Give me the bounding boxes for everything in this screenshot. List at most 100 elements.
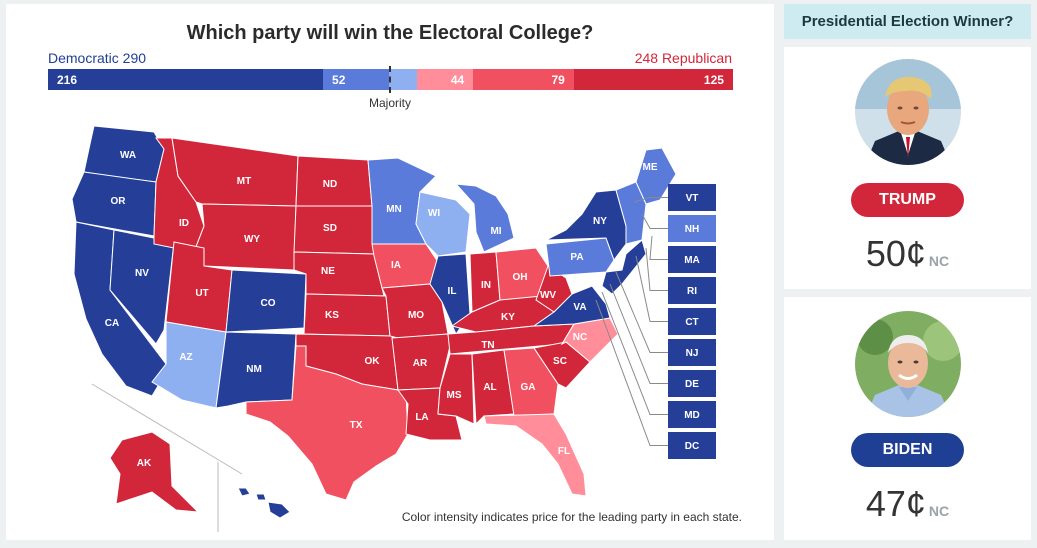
callout-leader-line [635,255,668,322]
state-me[interactable] [635,147,677,205]
label-ny: NY [593,216,607,227]
state-ia[interactable] [371,243,439,289]
state-wi[interactable] [415,191,471,257]
label-tx: TX [350,420,363,431]
ev-bar-segment: 125 [573,69,733,90]
label-va: VA [573,302,586,313]
callout-leader-line [633,197,668,203]
label-mi: MI [490,226,501,237]
ev-bar-segment: 52 [323,69,390,90]
label-il: IL [448,286,457,297]
label-wy: WY [244,234,260,245]
state-ar[interactable] [391,333,451,391]
map-title: Which party will win the Electoral Colle… [186,22,594,44]
state-dc-box[interactable] [668,432,716,459]
biden-button[interactable]: BIDEN [851,433,964,467]
label-mn: MN [386,204,402,215]
state-ne-small[interactable] [601,239,647,295]
label-vt: VT [686,193,699,204]
state-wv[interactable] [535,265,573,313]
label-ia: IA [391,260,401,271]
label-ar: AR [413,358,428,369]
label-nm: NM [246,364,262,375]
ev-bar-segment: 79 [473,69,574,90]
ev-bar-segment: 216 [48,69,324,90]
label-al: AL [483,382,496,393]
label-mo: MO [408,310,424,321]
label-ca: CA [105,318,119,329]
label-wv: WV [540,290,556,301]
state-ak[interactable] [109,431,200,513]
majority-label: Majority [368,96,411,110]
label-ri: RI [687,286,697,297]
biden-avatar [855,311,961,417]
ev-bar-segment: 44 [417,69,474,90]
state-sc[interactable] [533,341,591,389]
label-me: ME [643,162,658,173]
label-id: ID [179,218,189,229]
label-ms: MS [447,390,462,401]
label-ga: GA [521,382,536,393]
alaska-inset-line [91,383,243,475]
state-ri-box[interactable] [668,277,716,304]
label-pa: PA [570,252,583,263]
label-ky: KY [501,312,515,323]
state-or[interactable] [71,171,157,237]
callout-leader-line [609,283,668,384]
state-hi[interactable] [237,487,291,519]
majority-line [389,66,391,93]
state-fl[interactable] [483,413,587,497]
state-ma-box[interactable] [668,246,716,273]
label-or: OR [111,196,127,207]
state-ct-box[interactable] [668,308,716,335]
trump-avatar [855,59,961,165]
state-de-box[interactable] [668,370,716,397]
state-vt-box[interactable] [668,184,716,211]
state-ne[interactable] [293,251,385,297]
democratic-total: Democratic 290 [48,50,147,66]
label-co: CO [261,298,276,309]
candidate-card-trump[interactable]: TRUMP 50¢ NC [784,47,1031,289]
state-ks[interactable] [303,293,391,337]
label-ak: AK [137,458,152,469]
republican-total: 248 Republican [634,50,732,66]
biden-price-row: 47¢ NC [784,483,1031,525]
ev-bar-segment [389,69,418,90]
label-az: AZ [179,352,192,363]
biden-nc-badge: NC [928,503,950,519]
label-de: DE [685,379,699,390]
sidebar-header: Presidential Election Winner? [784,4,1031,39]
label-nd: ND [323,179,337,190]
label-nv: NV [135,268,149,279]
state-nj-box[interactable] [668,339,716,366]
trump-button[interactable]: TRUMP [851,183,964,217]
label-wi: WI [428,208,440,219]
candidate-card-biden[interactable]: BIDEN 47¢ NC [784,297,1031,540]
label-dc: DC [685,441,699,452]
state-md-box[interactable] [668,401,716,428]
label-oh: OH [513,272,528,283]
state-nh-box[interactable] [668,215,716,242]
callout-leader-line [649,235,668,260]
label-tn: TN [481,340,494,351]
state-mi[interactable] [454,183,515,253]
label-nh: NH [685,224,699,235]
label-ct: CT [685,317,698,328]
state-al[interactable] [471,349,515,426]
callout-leader-line [595,299,668,446]
label-ks: KS [325,310,339,321]
biden-price: 47¢ [865,483,926,524]
label-mt: MT [237,176,251,187]
small-state-callouts: VT NH MA RI CT NJ DE MD DC [595,184,716,459]
state-ga[interactable] [503,347,559,417]
color-intensity-footnote: Color intensity indicates price for the … [401,510,742,524]
state-pa[interactable] [545,237,615,277]
label-wa: WA [120,150,136,161]
state-tx[interactable] [245,345,409,501]
label-md: MD [684,410,700,421]
label-sc: SC [553,356,567,367]
trump-price: 50¢ [865,233,926,274]
callout-leader-line [615,271,668,353]
label-ut: UT [195,288,208,299]
label-in: IN [481,280,491,291]
